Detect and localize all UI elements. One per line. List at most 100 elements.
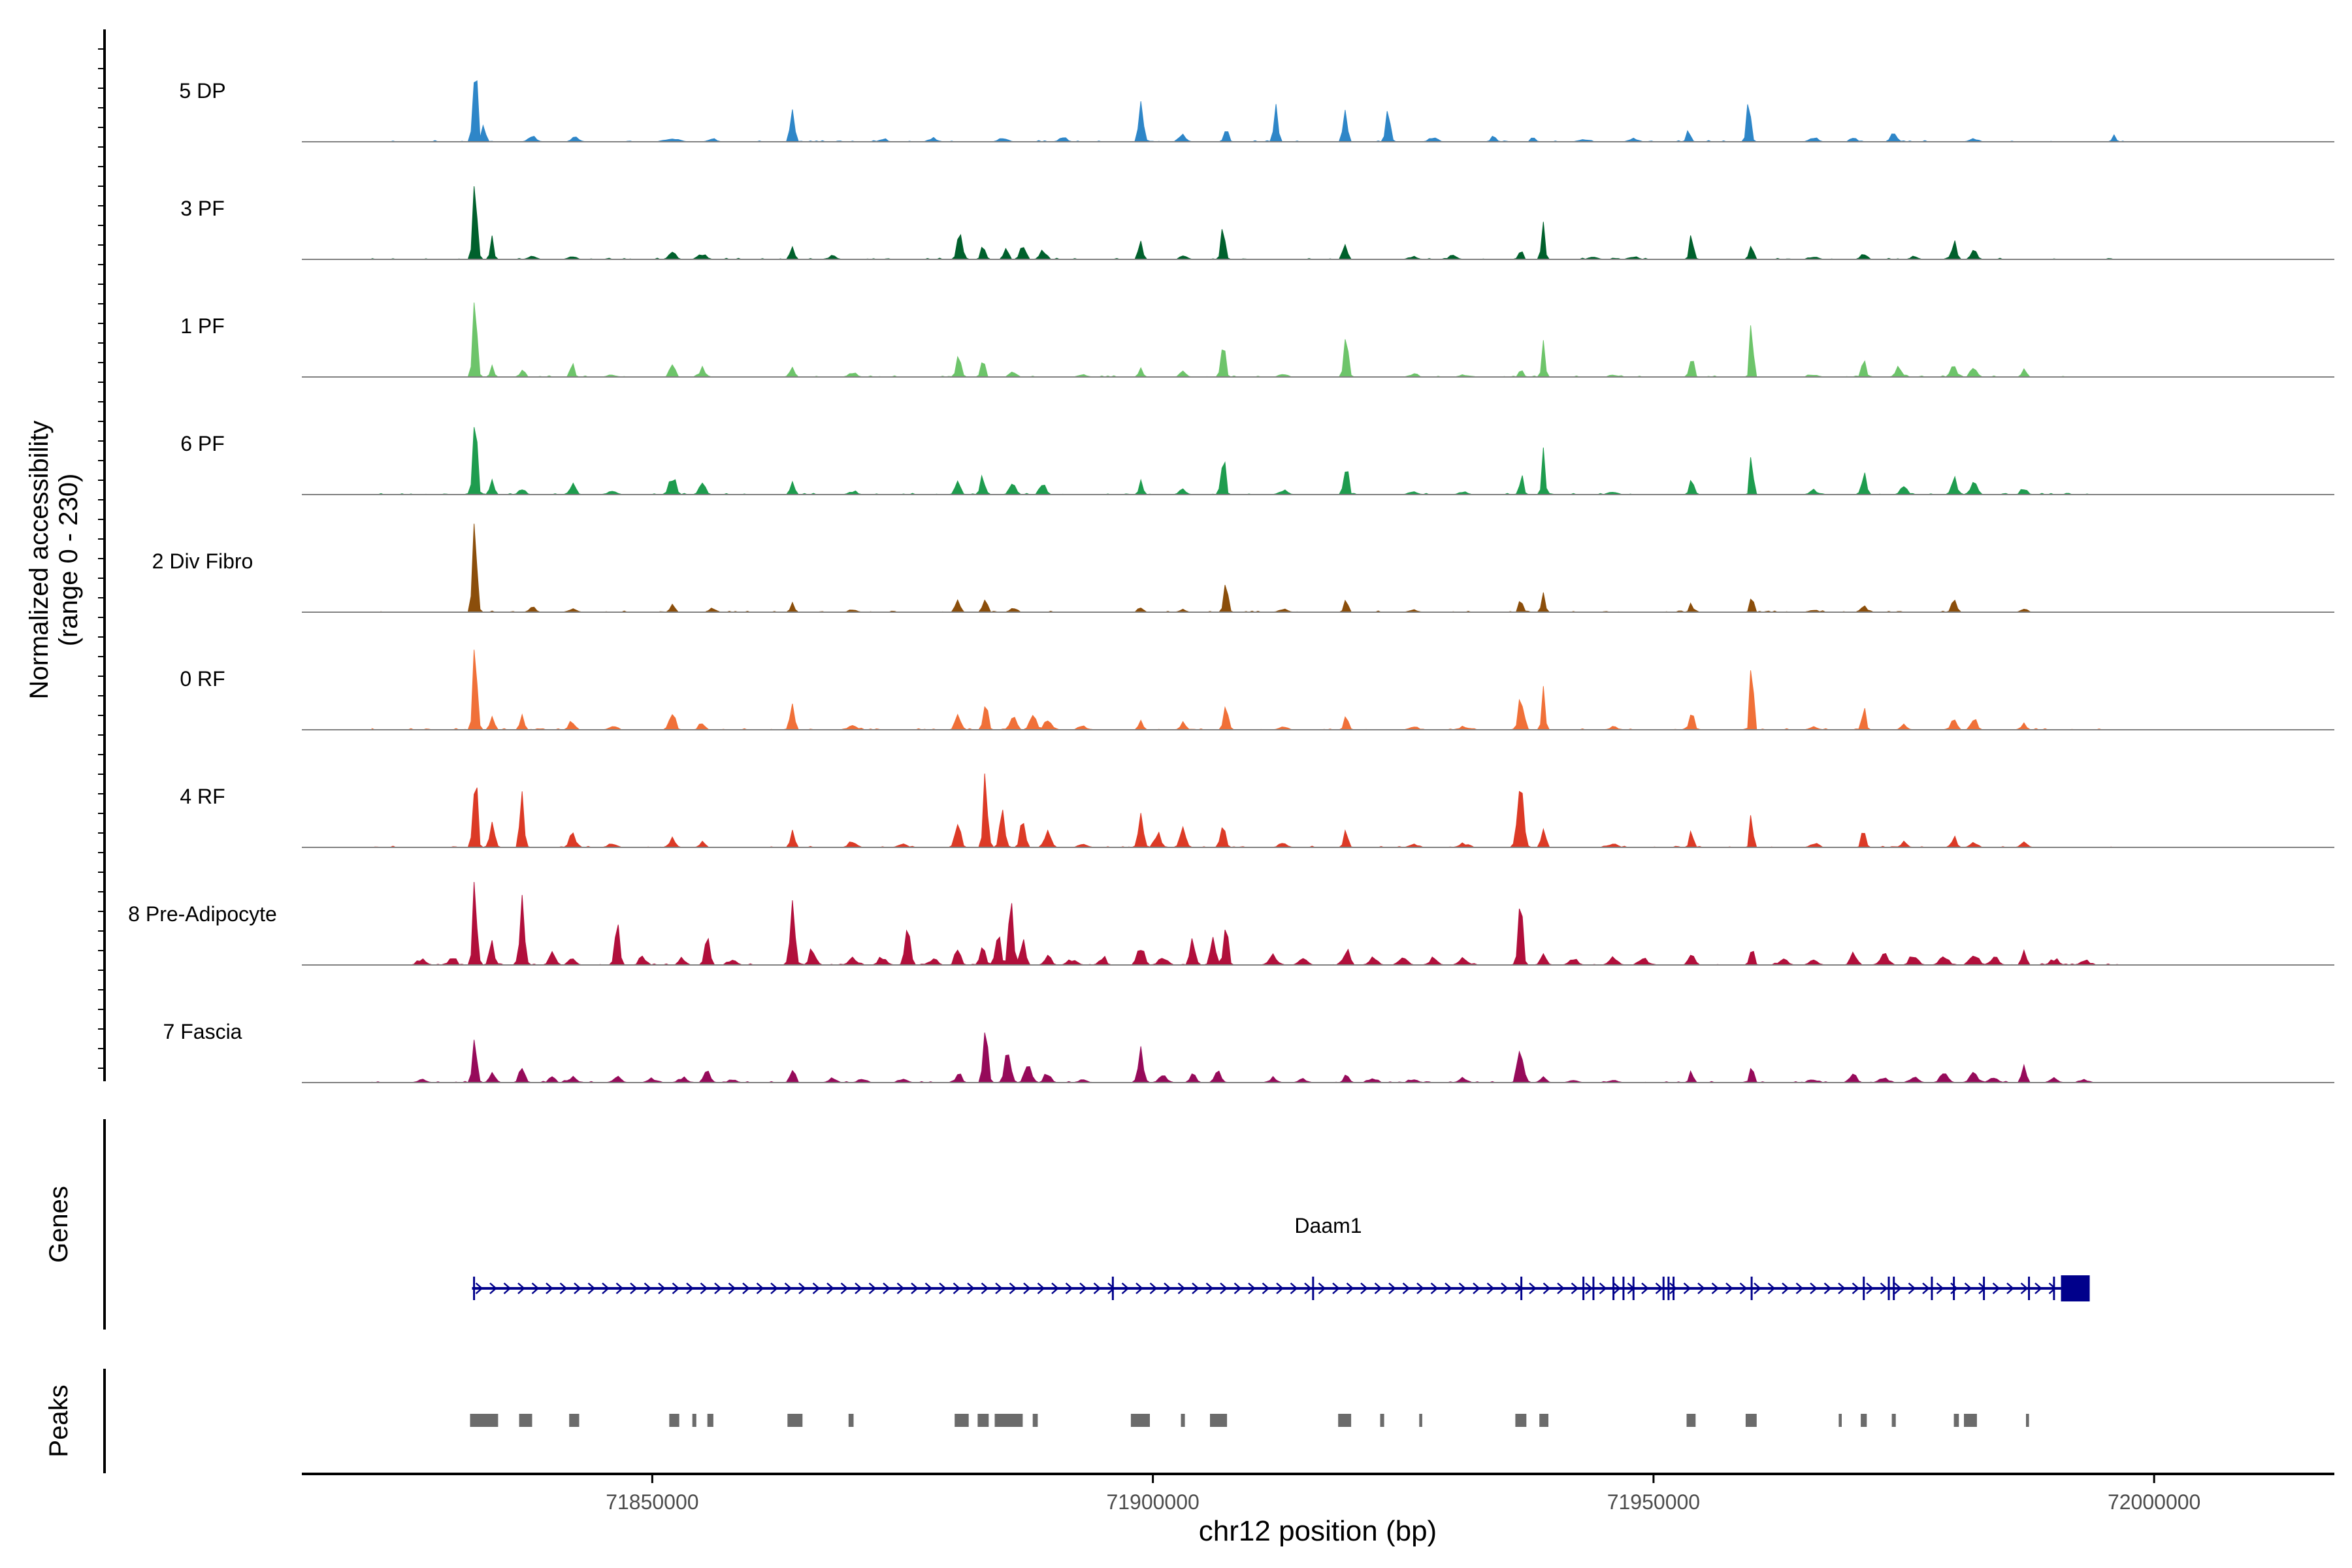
strand-arrow xyxy=(1571,1282,1579,1294)
peak-region xyxy=(569,1414,580,1427)
strand-arrow xyxy=(615,1282,624,1294)
strand-arrow xyxy=(981,1282,989,1294)
track-0-rf: 0 RF xyxy=(180,649,2334,730)
strand-arrow xyxy=(503,1282,512,1294)
strand-arrow xyxy=(784,1282,792,1294)
strand-arrow xyxy=(1486,1282,1495,1294)
x-axis-ticks: 71850000 71900000 71950000 72000000 xyxy=(606,1474,2200,1514)
strand-arrow xyxy=(1866,1282,1874,1294)
strand-arrow xyxy=(728,1282,736,1294)
strand-arrow xyxy=(1107,1282,1115,1294)
strand-arrow xyxy=(1908,1282,1916,1294)
strand-arrow xyxy=(587,1282,596,1294)
strand-arrow xyxy=(1023,1282,1031,1294)
strand-arrow xyxy=(1220,1282,1228,1294)
strand-arrow xyxy=(574,1282,581,1294)
strand-arrow xyxy=(1725,1282,1733,1294)
strand-arrow xyxy=(517,1282,525,1294)
strand-arrow xyxy=(1557,1282,1565,1294)
strand-arrow xyxy=(602,1282,610,1294)
genes-track-label: Genes xyxy=(44,1186,73,1263)
x-tick-label: 71850000 xyxy=(606,1490,698,1514)
peak-region xyxy=(707,1414,713,1427)
strand-arrow xyxy=(1205,1282,1214,1294)
strand-arrow xyxy=(2006,1282,2014,1294)
strand-arrow xyxy=(1810,1282,1818,1294)
track-label-3-pf: 3 PF xyxy=(180,197,225,220)
strand-arrow xyxy=(840,1282,849,1294)
strand-arrow xyxy=(559,1282,568,1294)
peak-region xyxy=(692,1414,696,1427)
strand-arrow xyxy=(1093,1282,1102,1294)
track-label-4-rf: 4 RF xyxy=(180,785,225,808)
y-axis-label-line1: Normalized accessibility xyxy=(25,421,54,700)
strand-arrow xyxy=(1823,1282,1832,1294)
coverage-area-2-div-fibro xyxy=(372,523,2125,613)
peak-region xyxy=(955,1414,969,1427)
strand-arrow xyxy=(883,1282,890,1294)
peak-region xyxy=(1891,1414,1896,1427)
strand-arrow xyxy=(1936,1282,1944,1294)
peak-regions xyxy=(470,1414,2029,1427)
coverage-area-4-rf xyxy=(372,773,2125,848)
strand-arrow xyxy=(1613,1282,1621,1294)
strand-arrow xyxy=(868,1282,877,1294)
strand-arrow xyxy=(855,1282,862,1294)
peak-region xyxy=(1181,1414,1185,1427)
strand-arrow xyxy=(1430,1282,1439,1294)
strand-arrow xyxy=(1346,1282,1354,1294)
strand-arrow xyxy=(2048,1282,2057,1294)
peak-region xyxy=(1745,1414,1757,1427)
peak-region xyxy=(1861,1414,1867,1427)
peak-region xyxy=(1838,1414,1842,1427)
track-6-pf: 6 PF xyxy=(180,427,2334,495)
coverage-area-0-rf xyxy=(371,649,2125,730)
strand-arrow xyxy=(1149,1282,1158,1294)
strand-arrow xyxy=(1233,1282,1242,1294)
strand-arrow xyxy=(489,1282,497,1294)
peak-region xyxy=(1953,1414,1959,1427)
strand-arrow xyxy=(1037,1282,1045,1294)
track-1-pf: 1 PF xyxy=(180,302,2334,378)
strand-arrow xyxy=(1641,1282,1649,1294)
strand-arrow xyxy=(826,1282,834,1294)
coverage-area-6-pf xyxy=(372,427,2125,495)
strand-arrow xyxy=(1121,1282,1130,1294)
strand-arrow xyxy=(896,1282,905,1294)
strand-arrow xyxy=(1655,1282,1663,1294)
strand-arrow xyxy=(812,1282,821,1294)
peak-region xyxy=(1338,1414,1352,1427)
strand-arrow xyxy=(1767,1282,1776,1294)
strand-arrow xyxy=(1599,1282,1607,1294)
track-label-5-dp: 5 DP xyxy=(179,79,225,103)
strand-arrow xyxy=(1192,1282,1200,1294)
strand-arrow xyxy=(1754,1282,1761,1294)
track-label-2-div-fibro: 2 Div Fibro xyxy=(152,549,253,573)
track-label-6-pf: 6 PF xyxy=(180,432,225,455)
strand-arrow xyxy=(1262,1282,1270,1294)
peak-region xyxy=(1686,1414,1696,1427)
strand-arrow xyxy=(1922,1282,1930,1294)
peak-region xyxy=(1419,1414,1422,1427)
track-8-pre-adipocyte: 8 Pre-Adipocyte xyxy=(128,881,2334,966)
track-5-dp: 5 DP xyxy=(179,79,2334,142)
strand-arrow xyxy=(714,1282,722,1294)
strand-arrow xyxy=(967,1282,975,1294)
track-4-rf: 4 RF xyxy=(180,773,2334,848)
strand-arrow xyxy=(1838,1282,1846,1294)
strand-arrow xyxy=(1880,1282,1888,1294)
peak-region xyxy=(1539,1414,1548,1427)
peak-region xyxy=(1380,1414,1384,1427)
strand-arrow xyxy=(1782,1282,1789,1294)
x-axis-label: chr12 position (bp) xyxy=(1199,1515,1437,1547)
strand-arrow xyxy=(798,1282,806,1294)
strand-arrow xyxy=(1992,1282,2001,1294)
strand-arrow xyxy=(1276,1282,1284,1294)
strand-arrow xyxy=(770,1282,778,1294)
strand-arrow xyxy=(1543,1282,1551,1294)
peak-region xyxy=(848,1414,854,1427)
strand-arrow xyxy=(1135,1282,1143,1294)
strand-arrow xyxy=(644,1282,652,1294)
strand-arrow xyxy=(939,1282,947,1294)
track-2-div-fibro: 2 Div Fibro xyxy=(152,523,2334,613)
